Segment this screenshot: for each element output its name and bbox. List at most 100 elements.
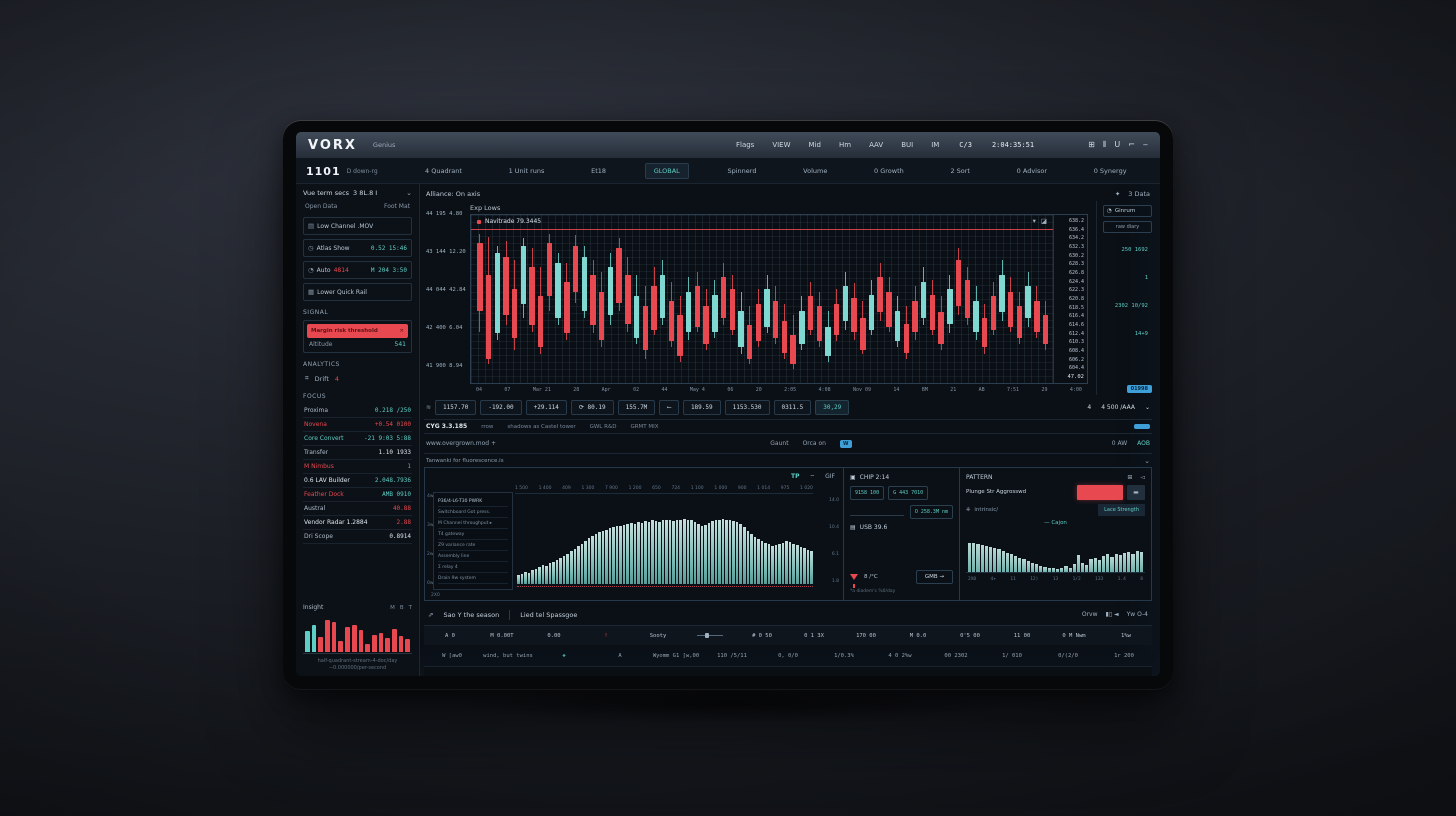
tab-season[interactable]: Sao Y the season bbox=[443, 610, 500, 619]
position-row[interactable]: Austral 40.88 bbox=[303, 502, 412, 516]
top-menu-item[interactable]: Mid bbox=[808, 141, 821, 149]
column-header[interactable]: 0 M Nwm bbox=[1062, 632, 1086, 639]
column-header[interactable]: M 0.00T bbox=[490, 632, 514, 639]
ticker-tab[interactable]: 4 Quadrant bbox=[425, 167, 462, 175]
position-row[interactable]: Proxima 0.218 /250 bbox=[303, 404, 412, 418]
lot-size-value[interactable]: 4 500 /AAA bbox=[1101, 403, 1135, 411]
sidebar-card[interactable]: ▤ Low Channel .MOV bbox=[303, 217, 412, 235]
pattern-corner-icon[interactable]: ⊞ bbox=[1127, 474, 1133, 481]
column-header[interactable]: 0 1 3X bbox=[804, 632, 824, 639]
position-row[interactable]: Core Convert -21 9:03 5:88 bbox=[303, 432, 412, 446]
user-icon[interactable]: U bbox=[1114, 140, 1121, 149]
margin-alert-banner[interactable]: Margin risk threshold × bbox=[307, 324, 408, 338]
overlay-row[interactable]: Switchboard Got press. bbox=[438, 507, 508, 518]
toolbar-chip[interactable]: -192.00 bbox=[480, 399, 522, 415]
sidebar-tab[interactable]: Foot Mat bbox=[383, 203, 410, 210]
ticker-tab[interactable]: 1 Unit runs bbox=[508, 167, 545, 175]
column-header[interactable]: M 0.0 bbox=[909, 632, 927, 639]
w-badge[interactable]: W bbox=[839, 439, 852, 448]
gmb-button[interactable]: GMB → bbox=[915, 570, 953, 584]
column-header[interactable]: Sooty bbox=[649, 632, 667, 639]
column-header[interactable]: 0.00 bbox=[547, 632, 561, 639]
toolbar-chip[interactable]: 155.7M bbox=[617, 399, 656, 415]
position-row[interactable]: 0.6 LAV Builder 2.048.7936 bbox=[303, 474, 412, 488]
overlay-row[interactable]: M Channel throughput ▸ bbox=[438, 518, 508, 529]
overlay-row[interactable]: Σ relay 4 bbox=[438, 562, 508, 573]
section-link-1[interactable]: Gaunt bbox=[770, 440, 789, 447]
position-row[interactable]: Transfer 1.10 1933 bbox=[303, 446, 412, 460]
top-menu-item[interactable]: BUI bbox=[901, 141, 914, 149]
table-row[interactable]: W [aw0 wind, but twins ❖ A Wyomm G1 [w,00 110… bbox=[424, 645, 1152, 667]
top-menu-item[interactable]: VIEW bbox=[772, 141, 791, 149]
star-icon[interactable]: ✦ bbox=[1114, 190, 1121, 198]
flow-overlay-list[interactable]: P36/4-L6-T30 PWRK Switchboard Got press. M… bbox=[433, 492, 513, 590]
toolbar-chip[interactable]: +29.114 bbox=[525, 399, 567, 415]
source-link[interactable]: www.overgrown.mod + bbox=[426, 440, 497, 447]
column-header[interactable]: ! bbox=[604, 632, 608, 639]
sidebar-tab[interactable]: Open Data bbox=[305, 203, 338, 210]
overlay-row[interactable]: T4 gateway bbox=[438, 529, 508, 540]
toolbar-chip[interactable]: 1153.530 bbox=[724, 399, 770, 415]
apps-grid-icon[interactable]: ⊞ bbox=[1088, 140, 1095, 149]
slider-icon[interactable] bbox=[697, 632, 723, 638]
top-menu-item[interactable]: AAV bbox=[869, 141, 884, 149]
ticker-tab[interactable]: Spinnerd bbox=[727, 167, 757, 175]
close-icon[interactable]: × bbox=[399, 328, 404, 334]
toolbar-chip[interactable]: 0311.5 bbox=[773, 399, 812, 415]
ginrum-button[interactable]: ◔ Ginrum bbox=[1103, 205, 1152, 217]
position-row[interactable]: Dri Scope 0.8914 bbox=[303, 530, 412, 544]
toolbar-chip[interactable]: ⟵ bbox=[659, 399, 679, 415]
pattern-red-button[interactable] bbox=[1077, 485, 1123, 500]
chevron-down-icon[interactable]: ⌄ bbox=[406, 189, 412, 197]
position-row[interactable]: Novena +0.54 0100 bbox=[303, 418, 412, 432]
column-header[interactable]: A 0 bbox=[445, 632, 455, 639]
column-slider[interactable] bbox=[684, 632, 736, 639]
sidebar-card[interactable]: ◷ Atlas Show 0.52 15:46 bbox=[303, 239, 412, 257]
top-menu-item[interactable]: Flags bbox=[735, 141, 755, 149]
pin-icon[interactable]: ⌐ bbox=[1128, 140, 1135, 149]
highlight-chip[interactable]: 30,29 bbox=[815, 399, 850, 415]
chart-corner-icon[interactable]: ◪ bbox=[1040, 217, 1047, 225]
ticker-symbol[interactable]: 1101 bbox=[306, 164, 341, 178]
column-header[interactable]: 1%w bbox=[1121, 632, 1131, 639]
rail-badge[interactable]: 01998 bbox=[1126, 385, 1152, 393]
sidebar-header[interactable]: Vue term secs 3 8L.8 I ⌄ bbox=[303, 189, 412, 197]
flow-icon-tp[interactable]: TP bbox=[790, 473, 800, 480]
overlay-row[interactable]: Z9 variance rate bbox=[438, 540, 508, 551]
analytics-row[interactable]: ⌗ Drift 4 bbox=[303, 372, 412, 385]
meta-chip-2[interactable]: G 443 7010 bbox=[888, 486, 929, 500]
chevron-down-icon[interactable]: ⌄ bbox=[1144, 456, 1150, 465]
ticker-tab[interactable]: Volume bbox=[803, 167, 828, 175]
toolbar-chip[interactable]: 1157.70 bbox=[435, 399, 477, 415]
aob-link[interactable]: AOB bbox=[1137, 440, 1150, 447]
position-row[interactable]: Vendor Radar 1.2884 2.88 bbox=[303, 516, 412, 530]
column-header[interactable]: 0'5 00 bbox=[960, 632, 980, 639]
minimize-icon[interactable]: ‒ bbox=[1142, 140, 1148, 149]
column-header[interactable]: # 0 50 bbox=[752, 632, 772, 639]
overlay-row[interactable]: Assembly line bbox=[438, 551, 508, 562]
top-menu-item[interactable]: IM bbox=[931, 141, 940, 149]
ticker-tab[interactable]: 2 Sort bbox=[950, 167, 970, 175]
ticker-tab[interactable]: 0 Advisor bbox=[1016, 167, 1048, 175]
chart-corner-icon[interactable]: ▾ bbox=[1032, 217, 1036, 225]
chevron-down-icon[interactable]: ⌄ bbox=[1144, 403, 1150, 411]
flow-icon-⌔[interactable]: ⌔ bbox=[809, 474, 816, 481]
status-blue-pill[interactable] bbox=[1134, 424, 1150, 429]
column-header[interactable]: 170 00 bbox=[856, 632, 876, 639]
pattern-minus-button[interactable]: ▬ bbox=[1127, 485, 1145, 500]
tab-sessions[interactable]: Lied tel Spassgoe bbox=[520, 610, 578, 619]
flow-icon-gif[interactable]: GIF bbox=[825, 473, 835, 480]
candle-area[interactable]: Navitrade 79.3445 ▾ ◪ bbox=[471, 215, 1053, 383]
flow-panel[interactable]: TP ⌔ GIF 1 500 1 400 409 1 300 7 900 1 200 650 72… bbox=[424, 467, 844, 601]
overlay-row[interactable]: Drain 9w system bbox=[438, 573, 508, 584]
meta-chip-1[interactable]: 9158 100 bbox=[850, 486, 885, 500]
top-menu-item[interactable]: Hm bbox=[838, 141, 852, 149]
candlestick-panel[interactable]: Navitrade 79.3445 ▾ ◪ 638.2 636.4 634.2 632.… bbox=[470, 214, 1088, 384]
ticker-tab[interactable]: GLOBAL bbox=[644, 163, 689, 179]
filter-icon[interactable] bbox=[850, 574, 858, 588]
column-header[interactable]: 11 00 bbox=[1013, 632, 1031, 639]
ticker-tab[interactable]: 0 Growth bbox=[874, 167, 904, 175]
position-row[interactable]: M Nimbus 1 bbox=[303, 460, 412, 474]
meta-chip-3[interactable]: O 258.3M nm bbox=[909, 505, 953, 519]
toggle-icons[interactable]: ▮▯ ◄ bbox=[1105, 611, 1119, 618]
